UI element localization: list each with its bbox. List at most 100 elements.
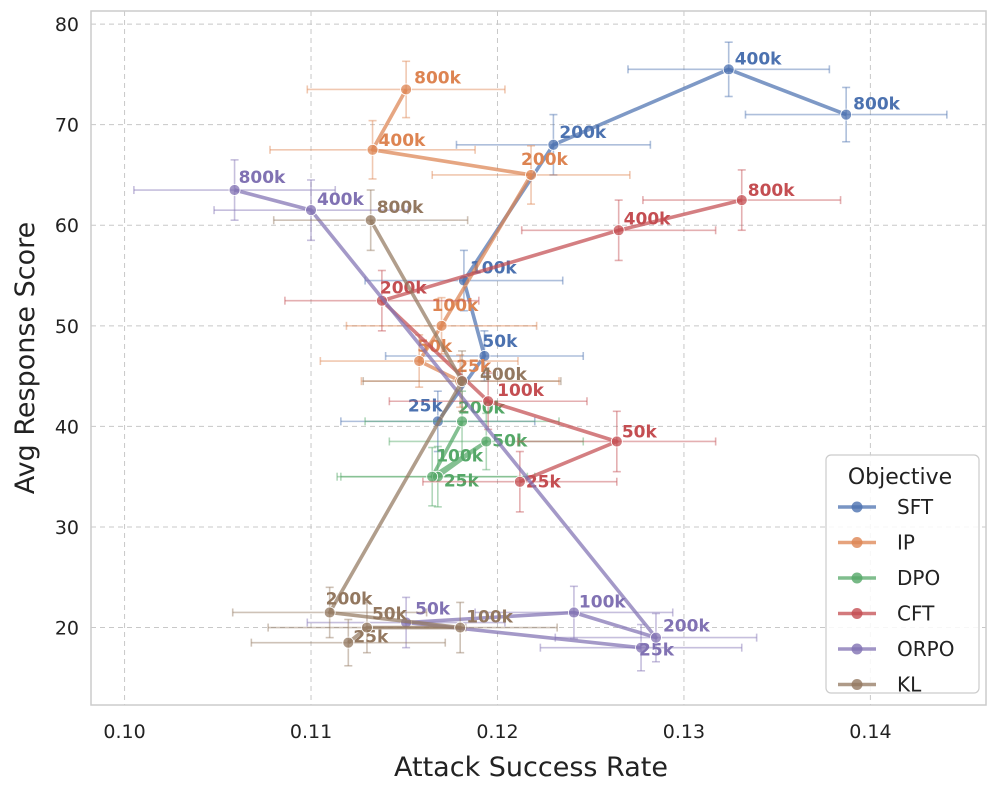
point-label: 800k bbox=[748, 181, 795, 201]
data-point bbox=[650, 631, 662, 644]
plot-frame bbox=[90, 10, 987, 706]
point-label: 100k bbox=[497, 381, 544, 401]
point-label: 200k bbox=[663, 617, 710, 637]
point-label: 100k bbox=[466, 608, 513, 628]
series-line bbox=[380, 198, 743, 484]
data-point bbox=[568, 606, 580, 619]
point-label: 100k bbox=[436, 447, 483, 467]
data-point bbox=[482, 395, 495, 408]
point-label: 400k bbox=[317, 190, 364, 210]
point-label: 400k bbox=[480, 365, 527, 385]
legend-marker bbox=[851, 608, 863, 619]
data-point bbox=[612, 224, 625, 237]
point-label: 50k bbox=[415, 600, 451, 620]
point-label: 400k bbox=[735, 49, 782, 69]
point-label: 800k bbox=[414, 68, 461, 88]
point-label: 200k bbox=[380, 279, 427, 299]
series-layer: 25k50k100k200k400k800k25k50k100k200k400k… bbox=[133, 41, 948, 672]
data-point bbox=[610, 435, 623, 448]
x-tick-label: 0.11 bbox=[290, 721, 332, 743]
legend-title: Objective bbox=[848, 465, 952, 490]
y-tick-label: 60 bbox=[55, 215, 79, 237]
point-label: 25k bbox=[408, 396, 444, 416]
point-label: 50k bbox=[482, 332, 518, 352]
series-line bbox=[370, 88, 533, 383]
data-point bbox=[366, 143, 379, 156]
point-label: 100k bbox=[432, 296, 479, 316]
y-tick-label: 30 bbox=[55, 517, 79, 539]
point-label: 400k bbox=[379, 131, 426, 151]
point-label: 800k bbox=[853, 95, 900, 115]
y-tick-label: 50 bbox=[55, 316, 79, 338]
legend-label: KL bbox=[897, 673, 922, 697]
point-label: 200k bbox=[521, 150, 568, 170]
point-label: 25k bbox=[456, 357, 492, 377]
data-point bbox=[323, 606, 336, 619]
data-point bbox=[635, 641, 647, 654]
x-tick-label: 0.10 bbox=[103, 721, 145, 743]
point-label: 25k bbox=[639, 641, 675, 661]
data-point bbox=[364, 214, 377, 227]
data-point bbox=[478, 350, 491, 362]
data-point bbox=[525, 169, 537, 181]
data-point bbox=[513, 475, 526, 488]
tick-labels: 0.10 0.11 0.12 0.13 0.14 20 30 40 50 60 70 80 bbox=[55, 14, 892, 743]
legend-label: SFT bbox=[897, 495, 934, 519]
x-tick-label: 0.12 bbox=[476, 721, 518, 743]
point-label: 25k bbox=[353, 628, 389, 648]
data-point bbox=[413, 355, 426, 367]
legend-label: IP bbox=[897, 531, 915, 555]
data-point bbox=[840, 108, 853, 121]
data-point bbox=[456, 375, 468, 388]
data-point bbox=[228, 184, 241, 196]
data-point bbox=[722, 63, 735, 76]
legend-marker bbox=[851, 537, 863, 548]
data-point bbox=[435, 319, 448, 332]
data-point bbox=[454, 621, 467, 634]
data-point bbox=[456, 415, 468, 428]
y-axis-title: Avg Response Score bbox=[10, 222, 41, 494]
legend-marker bbox=[851, 501, 863, 513]
legend-box bbox=[825, 454, 980, 694]
legend: Objective SFT IP DPO CFT ORPO KL bbox=[825, 454, 980, 697]
data-point bbox=[735, 194, 748, 206]
legend-label: ORPO bbox=[897, 637, 954, 661]
x-tick-label: 0.13 bbox=[663, 721, 705, 743]
legend-items: SFT IP DPO CFT ORPO KL bbox=[838, 495, 954, 697]
y-tick-label: 20 bbox=[55, 618, 79, 640]
y-tick-label: 40 bbox=[55, 416, 79, 438]
y-tick-label: 70 bbox=[55, 115, 79, 137]
legend-marker bbox=[851, 679, 863, 690]
point-label: 50k bbox=[372, 605, 408, 625]
data-point bbox=[342, 636, 355, 649]
data-point bbox=[480, 435, 493, 448]
point-label: 100k bbox=[579, 592, 626, 612]
x-axis-title: Attack Success Rate bbox=[394, 752, 668, 783]
y-tick-label: 80 bbox=[55, 14, 79, 36]
legend-label: CFT bbox=[897, 602, 935, 626]
point-label: 50k bbox=[622, 422, 658, 442]
data-point bbox=[305, 204, 317, 217]
series-line bbox=[234, 188, 658, 650]
x-tick-label: 0.14 bbox=[849, 721, 891, 743]
point-label: 400k bbox=[624, 209, 671, 229]
point-label: 800k bbox=[377, 198, 424, 218]
series-line bbox=[430, 420, 489, 479]
point-label: 200k bbox=[326, 589, 373, 609]
data-point bbox=[426, 470, 439, 483]
data-point bbox=[547, 138, 560, 151]
point-label: 200k bbox=[559, 123, 606, 143]
legend-marker bbox=[851, 572, 863, 584]
legend-marker bbox=[851, 643, 863, 655]
data-point bbox=[400, 83, 413, 96]
point-label: 25k bbox=[444, 472, 480, 492]
data-point bbox=[361, 621, 373, 634]
legend-label: DPO bbox=[897, 566, 940, 590]
point-label: 800k bbox=[239, 168, 286, 188]
